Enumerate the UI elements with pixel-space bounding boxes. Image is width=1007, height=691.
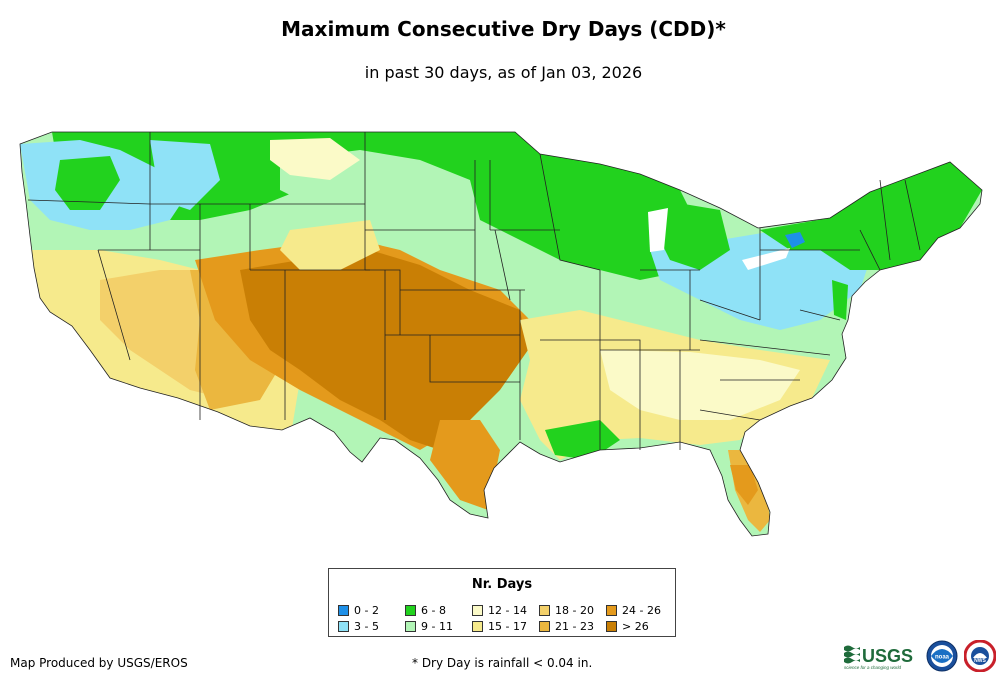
- legend-label: 15 - 17: [488, 620, 527, 633]
- legend-item-over-26: > 26: [606, 620, 649, 633]
- map-subtitle: in past 30 days, as of Jan 03, 2026: [364, 63, 643, 82]
- noaa-seal-icon: noaa: [926, 640, 958, 672]
- lake-erie: [742, 248, 790, 270]
- legend-label: 24 - 26: [622, 604, 661, 617]
- zone-over-26-core: [240, 250, 528, 450]
- zone-3-5-idaho: [150, 140, 220, 210]
- legend-item-9-11: 9 - 11: [405, 620, 453, 633]
- legend-swatch: [606, 605, 617, 616]
- legend-swatch: [338, 605, 349, 616]
- map-title: Maximum Consecutive Dry Days (CDD)*: [281, 17, 726, 41]
- legend-label: 3 - 5: [354, 620, 379, 633]
- legend-item-0-2: 0 - 2: [338, 604, 379, 617]
- legend-label: 21 - 23: [555, 620, 594, 633]
- legend-swatch: [472, 621, 483, 632]
- legend-item-18-20: 18 - 20: [539, 604, 594, 617]
- legend-swatch: [539, 605, 550, 616]
- legend-item-3-5: 3 - 5: [338, 620, 379, 633]
- zone-6-8-michigan: [655, 200, 730, 270]
- zone-15-17-wyoming: [280, 220, 380, 270]
- legend-label: 18 - 20: [555, 604, 594, 617]
- legend-label: 12 - 14: [488, 604, 527, 617]
- lake-michigan: [648, 208, 668, 252]
- legend-label: 0 - 2: [354, 604, 379, 617]
- zone-12-14-montana: [270, 138, 360, 180]
- zone-24-26-texas-coast: [430, 420, 500, 510]
- zone-6-8-northeast: [760, 162, 982, 270]
- noaa-seal-text: noaa: [935, 655, 950, 661]
- legend-swatch: [472, 605, 483, 616]
- dry-day-note: * Dry Day is rainfall < 0.04 in.: [412, 656, 593, 670]
- legend-label: > 26: [622, 620, 649, 633]
- zone-12-14-southeast: [600, 350, 800, 420]
- zone-0-2-pennsylvania: [785, 232, 805, 248]
- legend-item-12-14: 12 - 14: [472, 604, 527, 617]
- legend-title: Nr. Days: [471, 577, 533, 592]
- legend-label: 9 - 11: [421, 620, 453, 633]
- legend: Nr. Days 0 - 2 3 - 5 6 - 8 9 - 11 12 - 1…: [328, 568, 676, 637]
- state-boundaries: [19, 131, 983, 537]
- nws-seal-icon: NWS: [964, 640, 996, 672]
- legend-swatch: [606, 621, 617, 632]
- us-outline: [19, 131, 983, 537]
- cdd-map: [19, 131, 983, 537]
- zone-6-8-delmarva: [832, 280, 848, 320]
- credit-text: Map Produced by USGS/EROS: [10, 656, 188, 670]
- state-lines-central: [365, 160, 560, 440]
- legend-swatch: [338, 621, 349, 632]
- usgs-logo: USGS science for a changing world: [844, 645, 913, 670]
- zone-6-8-pacific-nw: [55, 156, 120, 210]
- legend-item-24-26: 24 - 26: [606, 604, 661, 617]
- legend-label: 6 - 8: [421, 604, 446, 617]
- legend-item-15-17: 15 - 17: [472, 620, 527, 633]
- zone-24-26-florida: [730, 465, 758, 505]
- legend-swatch: [405, 621, 416, 632]
- legend-item-6-8: 6 - 8: [405, 604, 446, 617]
- legend-swatch: [405, 605, 416, 616]
- legend-swatch: [539, 621, 550, 632]
- nws-seal-text: NWS: [974, 658, 986, 664]
- usgs-wordmark: USGS: [862, 646, 913, 666]
- usgs-tagline: science for a changing world: [844, 665, 902, 670]
- state-lines-east: [539, 153, 921, 450]
- legend-item-21-23: 21 - 23: [539, 620, 594, 633]
- state-lines-west: [27, 132, 475, 420]
